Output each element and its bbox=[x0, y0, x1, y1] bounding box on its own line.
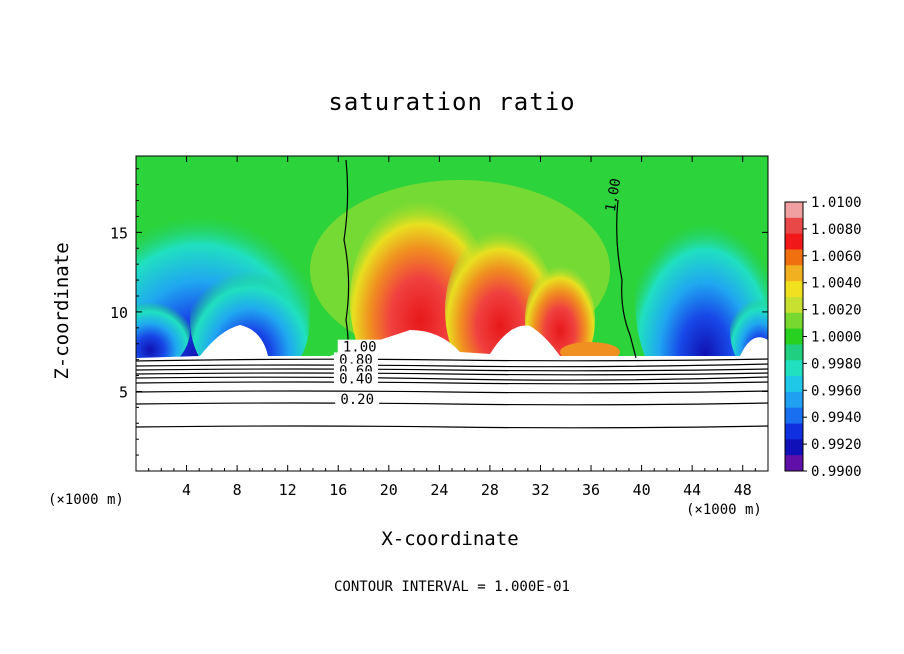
colorbar-swatch bbox=[785, 328, 803, 345]
x-unit-label-left: (×1000 m) bbox=[48, 492, 124, 508]
x-tick-label: 32 bbox=[531, 481, 549, 499]
colorbar-label: 0.9940 bbox=[811, 410, 862, 426]
colorbar-swatch bbox=[785, 407, 803, 425]
contour-label: 1.00 bbox=[343, 340, 377, 356]
contour-label-bg bbox=[337, 339, 382, 354]
x-tick-label: 8 bbox=[233, 481, 242, 499]
colorbar-label: 0.9980 bbox=[811, 356, 862, 372]
x-tick-label: 44 bbox=[683, 481, 701, 499]
colorbar-swatch bbox=[785, 376, 803, 393]
x-tick-label: 40 bbox=[633, 481, 651, 499]
colorbar-swatch bbox=[785, 249, 803, 266]
contour-interval-note: CONTOUR INTERVAL = 1.000E-01 bbox=[333, 579, 570, 595]
contour-label: 1.00 bbox=[603, 177, 625, 213]
y-tick-label: 10 bbox=[110, 304, 128, 322]
colorbar-label: 0.9920 bbox=[811, 437, 862, 453]
colorbar-swatch bbox=[785, 202, 803, 219]
y-tick-label: 5 bbox=[119, 383, 128, 401]
colorbar-label: 0.9900 bbox=[811, 464, 862, 480]
colorbar-swatch bbox=[785, 312, 803, 330]
x-tick-label: 12 bbox=[279, 481, 297, 499]
colorbar-swatch bbox=[785, 217, 803, 235]
x-tick-label: 16 bbox=[329, 481, 347, 499]
colorbar-label: 1.0080 bbox=[811, 222, 862, 238]
colorbar-label: 1.0040 bbox=[811, 276, 862, 292]
colorbar-swatch bbox=[785, 391, 803, 409]
colorbar-label: 0.9960 bbox=[811, 383, 862, 399]
lower-region bbox=[136, 360, 768, 471]
colorbar-label: 1.0100 bbox=[811, 195, 862, 211]
x-tick-label: 48 bbox=[734, 481, 752, 499]
x-tick-label: 20 bbox=[380, 481, 398, 499]
saturation-field bbox=[136, 156, 768, 420]
contour-label-bg bbox=[335, 392, 380, 407]
y-tick-label: 15 bbox=[110, 224, 128, 242]
colorbar-label: 1.0060 bbox=[811, 249, 862, 265]
chart-title: saturation ratio bbox=[328, 88, 576, 116]
colorbar-swatch bbox=[785, 281, 803, 298]
colorbar-swatch bbox=[785, 360, 803, 377]
colorbar-swatch bbox=[785, 439, 803, 456]
colorbar-swatch bbox=[785, 296, 803, 314]
x-unit-label-right: (×1000 m) bbox=[686, 502, 762, 518]
x-axis-label: X-coordinate bbox=[381, 528, 519, 550]
contour-label-bg bbox=[333, 352, 378, 367]
x-tick-label: 4 bbox=[182, 481, 191, 499]
colorbar-swatch bbox=[785, 423, 803, 440]
contour-label-bg bbox=[333, 371, 378, 386]
colorbar-label: 1.0000 bbox=[811, 330, 862, 346]
colorbar-swatch bbox=[785, 455, 803, 472]
x-tick-label: 36 bbox=[582, 481, 600, 499]
contour-lines bbox=[135, 159, 769, 429]
contour-label: 0.20 bbox=[340, 392, 374, 408]
contour-labels: 1.001.000.800.600.400.20 bbox=[333, 177, 625, 408]
x-tick-label: 24 bbox=[430, 481, 448, 499]
colorbar-swatch bbox=[785, 233, 803, 250]
colorbar-swatch bbox=[785, 344, 803, 361]
colorbar: 1.0100 1.0080 1.0060 1.0040 1.0020 1.0000 0.99… bbox=[784, 195, 862, 480]
colorbar-swatch bbox=[785, 265, 803, 282]
colorbar-label: 1.0020 bbox=[811, 303, 862, 319]
x-tick-label: 28 bbox=[481, 481, 499, 499]
contour-label: 0.40 bbox=[339, 372, 373, 388]
